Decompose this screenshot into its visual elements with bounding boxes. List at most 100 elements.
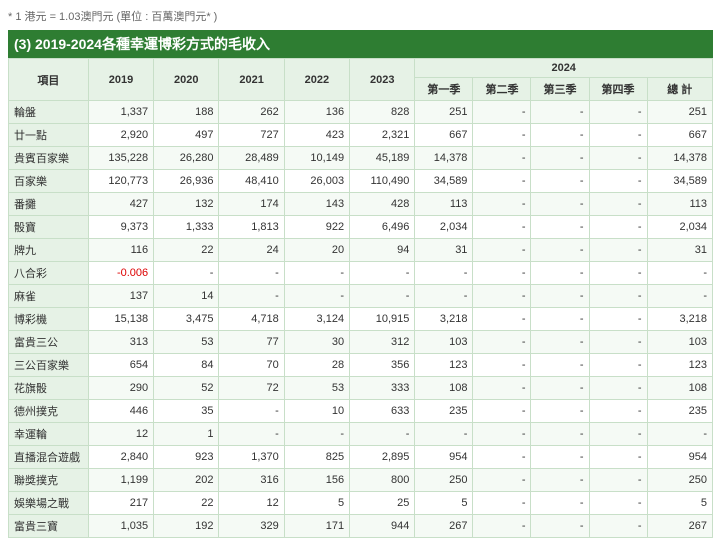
data-cell: - [531,285,589,308]
data-cell: - [589,354,647,377]
data-cell: 2,034 [415,216,473,239]
data-cell: - [473,147,531,170]
data-cell: 10 [284,400,349,423]
data-cell: 427 [88,193,153,216]
data-cell: 633 [350,400,415,423]
header-q2: 第二季 [473,78,531,101]
table-row: 麻雀13714-------- [9,285,713,308]
data-cell: - [589,400,647,423]
row-label: 德州撲克 [9,400,89,423]
data-cell: 329 [219,515,284,538]
data-cell: 1,199 [88,469,153,492]
data-cell: - [219,400,284,423]
table-row: 富貴三公313537730312103---103 [9,331,713,354]
data-cell: 123 [647,354,712,377]
row-label: 番攤 [9,193,89,216]
data-cell: 954 [415,446,473,469]
data-cell: 1,813 [219,216,284,239]
header-2019: 2019 [88,59,153,101]
data-cell: - [589,515,647,538]
header-item: 項目 [9,59,89,101]
data-cell: 2,895 [350,446,415,469]
data-cell: - [647,423,712,446]
data-cell: - [350,423,415,446]
row-label: 貴賓百家樂 [9,147,89,170]
data-cell: 72 [219,377,284,400]
data-cell: - [154,262,219,285]
data-cell: - [531,400,589,423]
data-cell: - [473,331,531,354]
data-cell: 267 [415,515,473,538]
data-cell: - [284,262,349,285]
data-cell: - [647,262,712,285]
table-row: 幸運輪121-------- [9,423,713,446]
table-row: 博彩機15,1383,4754,7183,12410,9153,218---3,… [9,308,713,331]
data-cell: 94 [350,239,415,262]
data-cell: - [473,239,531,262]
data-cell: 110,490 [350,170,415,193]
data-cell: - [589,492,647,515]
data-cell: 251 [647,101,712,124]
header-q3: 第三季 [531,78,589,101]
row-label: 直播混合遊戲 [9,446,89,469]
data-cell: - [531,331,589,354]
data-cell: - [531,492,589,515]
data-cell: 77 [219,331,284,354]
row-label: 骰寶 [9,216,89,239]
data-cell: 333 [350,377,415,400]
data-cell: - [473,377,531,400]
table-row: 貴賓百家樂135,22826,28028,48910,14945,18914,3… [9,147,713,170]
data-cell: 3,124 [284,308,349,331]
data-cell: - [531,515,589,538]
header-2024: 2024 [415,59,713,78]
data-cell: 22 [154,239,219,262]
data-cell: - [589,216,647,239]
data-cell: 120,773 [88,170,153,193]
data-cell: - [473,170,531,193]
data-cell: 103 [415,331,473,354]
header-2022: 2022 [284,59,349,101]
data-cell: 34,589 [415,170,473,193]
data-cell: - [589,331,647,354]
data-cell: - [589,446,647,469]
data-cell: - [531,101,589,124]
data-cell: - [473,124,531,147]
row-label: 富貴三寶 [9,515,89,538]
data-cell: 30 [284,331,349,354]
data-cell: 4,718 [219,308,284,331]
data-cell: - [473,216,531,239]
data-cell: 14,378 [647,147,712,170]
data-cell: - [473,262,531,285]
table-title: (3) 2019-2024各種幸運博彩方式的毛收入 [8,30,713,58]
data-cell: 6,496 [350,216,415,239]
data-cell: 52 [154,377,219,400]
data-cell: 1,337 [88,101,153,124]
data-cell: 84 [154,354,219,377]
table-row: 娛樂場之戰21722125255---5 [9,492,713,515]
data-cell: - [531,193,589,216]
data-cell: 2,034 [647,216,712,239]
data-cell: 31 [647,239,712,262]
table-row: 番攤427132174143428113---113 [9,193,713,216]
data-cell: 15,138 [88,308,153,331]
data-cell: - [589,101,647,124]
table-row: 富貴三寶1,035192329171944267---267 [9,515,713,538]
data-cell: 53 [284,377,349,400]
data-cell: 70 [219,354,284,377]
data-cell: 667 [415,124,473,147]
data-cell: 103 [647,331,712,354]
data-cell: 171 [284,515,349,538]
data-cell: 954 [647,446,712,469]
row-label: 廿一點 [9,124,89,147]
data-cell: - [531,239,589,262]
data-cell: 2,321 [350,124,415,147]
row-label: 麻雀 [9,285,89,308]
data-cell: 137 [88,285,153,308]
data-cell: 53 [154,331,219,354]
data-cell: - [473,354,531,377]
data-cell: - [473,308,531,331]
table-row: 骰寶9,3731,3331,8139226,4962,034---2,034 [9,216,713,239]
data-cell: 3,475 [154,308,219,331]
data-cell: - [589,170,647,193]
data-cell: - [473,446,531,469]
